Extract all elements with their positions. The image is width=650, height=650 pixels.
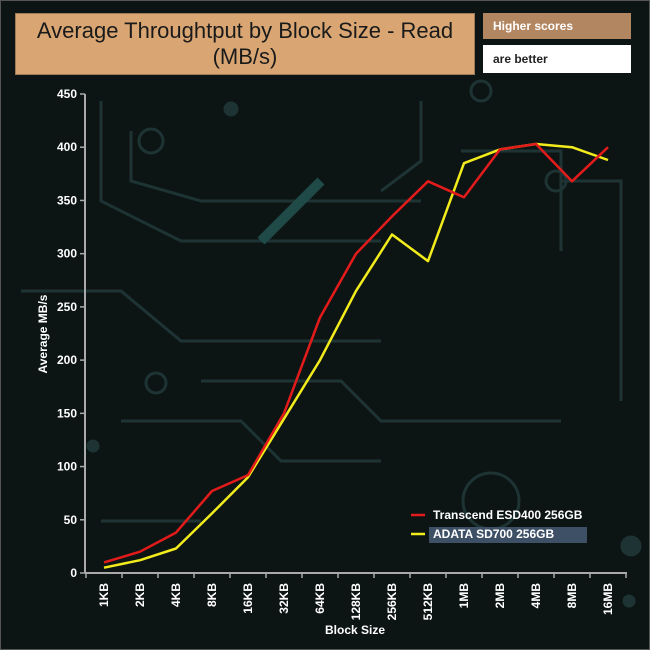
y-axis-label: Average MB/s: [36, 294, 50, 373]
x-tick-label: 1KB: [97, 583, 111, 607]
x-axis-ticks: 1KB 2KB 4KB 8KB 16KB 32KB 64KB 128KB 256KB 512KB 1…: [85, 573, 627, 621]
circuit-background: [21, 79, 642, 608]
x-tick-label: 16MB: [601, 583, 615, 615]
chart-legend: Transcend ESD400 256GB ADATA SD700 256GB: [411, 508, 587, 543]
x-tick-label: 2MB: [493, 583, 507, 609]
y-tick-label: 50: [64, 513, 78, 527]
y-tick-label: 150: [57, 406, 77, 420]
series-line-2: [103, 142, 609, 569]
x-tick-label: 512KB: [421, 583, 435, 621]
x-tick-label: 128KB: [349, 583, 363, 621]
x-tick-label: 2KB: [133, 583, 147, 607]
x-tick-label: 8KB: [205, 583, 219, 607]
legend-highlight: [429, 527, 587, 543]
higher-scores-note: Higher scores: [483, 13, 631, 39]
y-tick-label: 400: [57, 140, 77, 154]
legend-label-1: Transcend ESD400 256GB: [433, 508, 583, 522]
y-tick-label: 200: [57, 353, 77, 367]
are-better-note: are better: [483, 45, 631, 73]
chart-series: [103, 142, 609, 569]
legend-label-2: ADATA SD700 256GB: [433, 527, 554, 541]
y-tick-label: 0: [70, 566, 77, 580]
series-line-1: [103, 142, 609, 564]
chart-axes: [84, 94, 627, 574]
x-tick-label: 64KB: [313, 583, 327, 614]
chart-title-box: Average Throughtput by Block Size - Read…: [15, 13, 475, 75]
chart-title: Average Throughtput by Block Size - Read…: [36, 18, 454, 69]
x-axis-label: Block Size: [325, 623, 385, 637]
x-tick-label: 32KB: [277, 583, 291, 614]
y-axis-ticks: 0 50 100 150 200 250 300 350 400 450: [57, 87, 85, 580]
x-tick-label: 1MB: [457, 583, 471, 609]
y-tick-label: 100: [57, 460, 77, 474]
x-tick-label: 16KB: [241, 583, 255, 614]
y-tick-label: 350: [57, 193, 77, 207]
x-tick-label: 256KB: [385, 583, 399, 621]
y-tick-label: 250: [57, 300, 77, 314]
y-tick-label: 450: [57, 87, 77, 101]
x-tick-label: 8MB: [565, 583, 579, 609]
x-tick-label: 4MB: [529, 583, 543, 609]
y-tick-label: 300: [57, 247, 77, 261]
x-tick-label: 4KB: [169, 583, 183, 607]
